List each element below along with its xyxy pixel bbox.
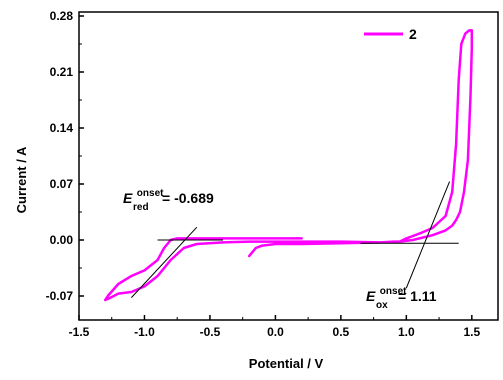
y-tick-label: -0.07	[46, 289, 74, 303]
plot-frame	[78, 11, 499, 321]
x-tick-label: -1.5	[69, 325, 90, 339]
y-tick-label: 0.28	[50, 9, 74, 23]
annotation-ox-symbol: E	[366, 288, 376, 304]
y-axis-label: Current / A	[14, 146, 29, 213]
annotation-red-superscript: onset	[137, 188, 164, 199]
annotation-e-onset-ox: E onset	[366, 286, 407, 305]
x-tick-label: 0.0	[267, 325, 284, 339]
ticks-layer: -1.5 -1.0 -0.5 0.0 0.5 1.0 1.5 -0.07 0.00 0.07 0.1…	[46, 9, 499, 339]
annotation-red-subscript: red	[133, 202, 149, 213]
legend-label-series-2: 2	[409, 26, 417, 42]
y-tick-label: 0.14	[50, 121, 74, 135]
y-tick-label: 0.00	[50, 233, 74, 247]
y-tick-label: 0.07	[50, 177, 74, 191]
x-tick-label: 1.0	[398, 325, 415, 339]
x-tick-label: -0.5	[200, 325, 221, 339]
annotation-ox-value: = 1.11	[398, 288, 437, 304]
x-tick-label: 0.5	[333, 325, 350, 339]
tangent-line	[131, 226, 198, 298]
annotation-e-onset-red: E onset	[123, 188, 164, 207]
marks-layer	[103, 29, 474, 302]
series-line-2	[103, 29, 474, 302]
y-tick-label: 0.21	[50, 65, 74, 79]
x-tick-label: 1.5	[463, 325, 480, 339]
annotation-ox-superscript: onset	[380, 286, 407, 297]
annotation-ox-subscript: ox	[376, 300, 388, 311]
annotation-red-symbol: E	[123, 190, 133, 206]
tangent-line	[405, 181, 451, 289]
x-tick-label: -1.0	[134, 325, 155, 339]
x-axis-label: Potential / V	[249, 356, 324, 371]
annotation-red-value: = -0.689	[162, 190, 214, 206]
